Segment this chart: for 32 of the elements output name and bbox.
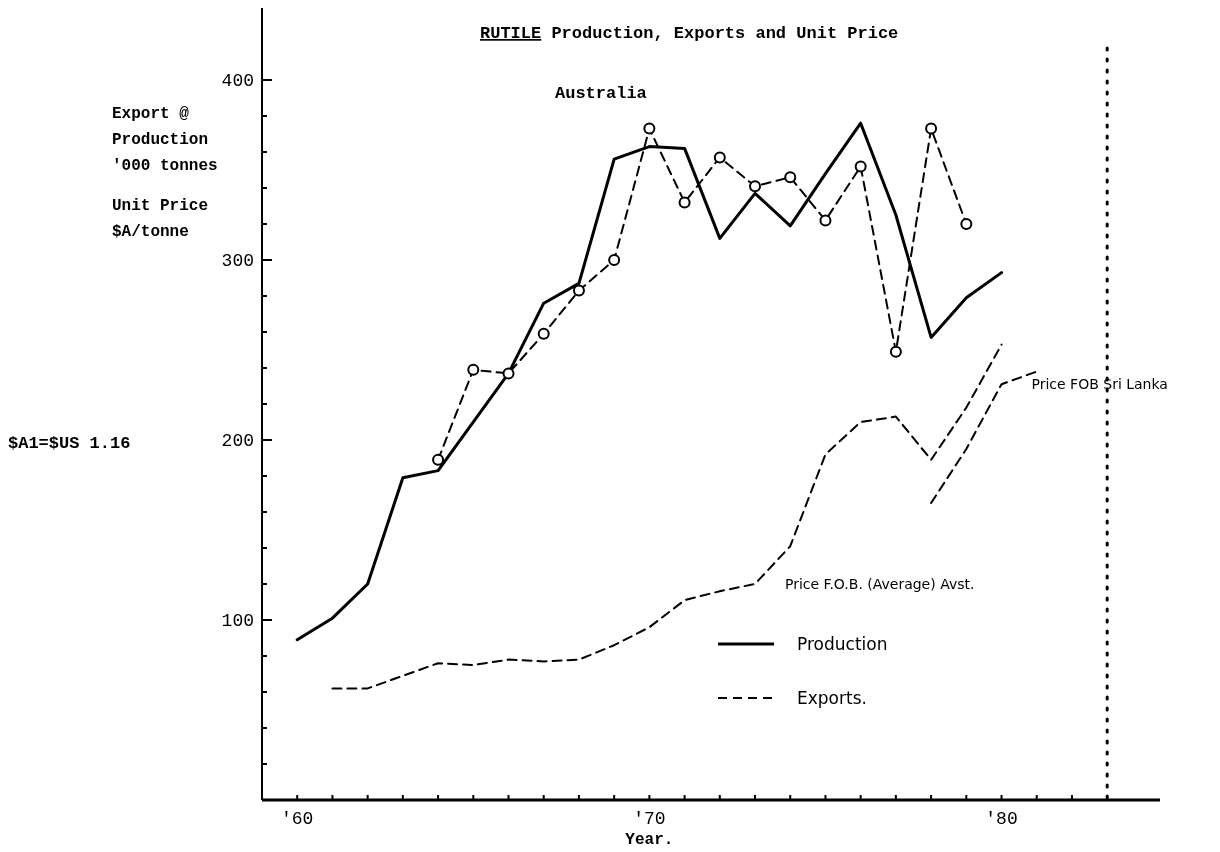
point — [502, 367, 515, 380]
y-tick-label: 100 — [221, 611, 254, 631]
x-tick-label: '60 — [281, 809, 314, 829]
x-tick-label: '80 — [985, 809, 1018, 829]
point — [925, 122, 938, 135]
point — [819, 214, 832, 227]
point — [643, 122, 656, 135]
series-label: Price F.O.B. (Average) Avst. — [785, 576, 975, 592]
y-tick-label: 200 — [221, 431, 254, 451]
point — [749, 180, 762, 193]
point — [537, 327, 550, 340]
x-tick-label: '70 — [633, 809, 666, 829]
point — [572, 284, 585, 297]
point — [889, 345, 902, 358]
text: $A1=$US 1.16 — [8, 434, 131, 453]
point — [784, 171, 797, 184]
legend-label: Production — [797, 634, 888, 654]
point — [854, 160, 867, 173]
point — [467, 363, 480, 376]
point — [608, 254, 621, 266]
text: Export @ Production '000 tonnes Unit Price $A/tonne — [112, 105, 218, 241]
y-tick-label: 300 — [221, 251, 254, 271]
point — [713, 151, 726, 164]
point — [960, 218, 973, 230]
y-tick-label: 400 — [221, 71, 254, 91]
text: RUTILE Production, Exports and Unit Price — [480, 24, 899, 43]
line-series — [331, 343, 1003, 690]
point — [432, 453, 445, 466]
point — [678, 196, 691, 209]
x-axis-title: Year. — [625, 831, 674, 849]
text: Australia — [555, 84, 647, 103]
legend-label: Exports. — [797, 688, 867, 708]
